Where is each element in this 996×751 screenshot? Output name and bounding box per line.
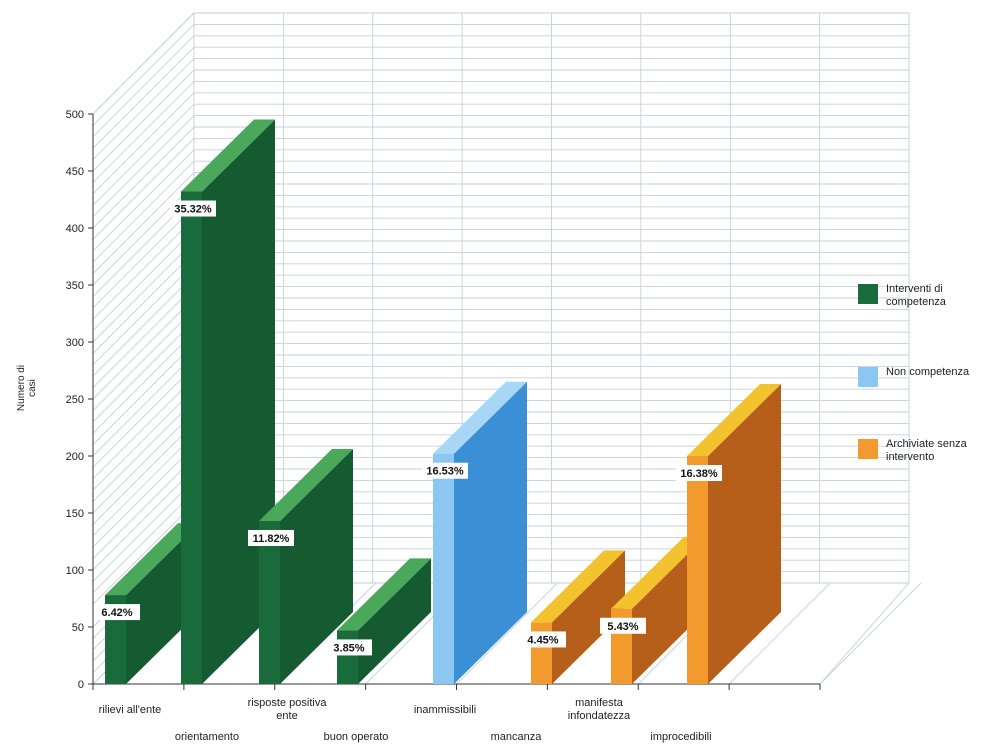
y-tick-label: 400 bbox=[66, 223, 84, 235]
bar-top bbox=[181, 119, 275, 192]
x-tick-label-line: manifesta bbox=[575, 697, 624, 709]
bar-side bbox=[632, 536, 705, 684]
x-tick-label: risposte positiva ente bbox=[248, 697, 328, 722]
data-label-box bbox=[422, 462, 468, 479]
bar-top bbox=[531, 550, 625, 623]
y-axis-title: Numero dicasi bbox=[16, 365, 38, 411]
y-axis-title-line: casi bbox=[27, 379, 38, 397]
chart-axes: 0 50 100 150 200 250 300 350 400 450 500 Numero dic… bbox=[16, 109, 821, 743]
bar-side bbox=[552, 550, 625, 684]
data-label: 6.42% bbox=[101, 607, 132, 619]
bar-side bbox=[126, 523, 199, 684]
legend-swatch-archiviate bbox=[858, 439, 878, 459]
gridline bbox=[92, 46, 909, 149]
legend-swatch-non-competenza bbox=[858, 367, 878, 387]
y-axis-title-line: Numero di bbox=[16, 365, 27, 411]
gridline bbox=[819, 582, 910, 685]
legend-label-archiviate: Archiviate senza intervento bbox=[886, 438, 967, 463]
bar bbox=[181, 191, 202, 684]
x-tick-label: inammissibili bbox=[414, 704, 476, 716]
data-label: 35.32% bbox=[174, 204, 212, 216]
x-tick-label: orientamento bbox=[175, 731, 239, 743]
legend-label-interventi: Interventi di competenza bbox=[886, 283, 946, 308]
data-label-box bbox=[676, 465, 722, 481]
y-tick-label: 200 bbox=[66, 451, 84, 463]
data-label-box bbox=[600, 617, 646, 634]
data-label: 11.82% bbox=[253, 533, 290, 545]
bar bbox=[337, 630, 358, 684]
bar bbox=[259, 520, 280, 684]
x-tick-label-line: infondatezza bbox=[568, 710, 631, 722]
bar bbox=[433, 453, 454, 684]
data-label: 16.53% bbox=[426, 466, 464, 478]
y-tick-label: 100 bbox=[66, 565, 84, 577]
bar-top bbox=[337, 558, 431, 631]
bar-top bbox=[687, 384, 781, 456]
gridline bbox=[92, 35, 909, 138]
y-tick-label: 250 bbox=[66, 394, 84, 406]
y-tick-label: 150 bbox=[66, 508, 84, 520]
data-label: 16.38% bbox=[680, 468, 718, 480]
gridline bbox=[92, 12, 909, 115]
data-label-box bbox=[170, 200, 216, 217]
data-label-box bbox=[248, 529, 294, 546]
data-label: 3.85% bbox=[333, 642, 364, 654]
y-tick-label: 0 bbox=[78, 679, 84, 691]
bar-side bbox=[454, 381, 527, 684]
y-tick-label: 450 bbox=[66, 166, 84, 178]
x-tick-label: buon operato bbox=[324, 731, 389, 743]
gridline bbox=[92, 23, 909, 126]
legend-label-non-competenza: Non competenza bbox=[886, 366, 970, 378]
bar-top bbox=[611, 536, 705, 609]
y-tick-label: 50 bbox=[72, 622, 84, 634]
data-label-box bbox=[326, 639, 372, 656]
legend-item-interventi: Interventi di competenza bbox=[858, 283, 994, 309]
bar-side bbox=[280, 449, 353, 684]
x-tick-label: improcedibili bbox=[650, 731, 711, 743]
data-label-box bbox=[94, 604, 140, 621]
gridline bbox=[92, 58, 909, 160]
data-label-box bbox=[520, 631, 566, 648]
x-tick-label: mancanza bbox=[491, 731, 543, 743]
data-label: 4.45% bbox=[527, 634, 558, 646]
legend-swatch-interventi bbox=[858, 284, 878, 304]
gridline bbox=[456, 582, 558, 685]
chart-bars bbox=[105, 119, 781, 684]
x-tick-label-line: risposte positiva bbox=[248, 697, 328, 709]
bar-top bbox=[105, 523, 199, 596]
x-tick-label-line: ente bbox=[276, 710, 297, 722]
legend-item-non-competenza: Non competenza bbox=[858, 366, 994, 387]
legend-item-archiviate: Archiviate senza intervento bbox=[858, 438, 994, 464]
bar-top bbox=[433, 381, 527, 454]
y-tick-label: 300 bbox=[66, 337, 84, 349]
bar bbox=[687, 456, 708, 684]
gridline bbox=[92, 69, 909, 172]
bar-top bbox=[259, 449, 353, 521]
data-label: 5.43% bbox=[607, 621, 638, 633]
chart-labels: 6.42% 35.32% 11.82% 3.85% 16.53% 4.45% 5.43% 16… bbox=[94, 200, 722, 656]
gridline bbox=[92, 12, 195, 115]
bar-side bbox=[358, 558, 431, 684]
y-tick-label: 350 bbox=[66, 280, 84, 292]
gridline bbox=[819, 582, 922, 685]
y-tick-label: 500 bbox=[66, 109, 84, 121]
bar-side bbox=[708, 384, 781, 684]
x-tick-label: manifesta infondatezza bbox=[568, 697, 631, 722]
x-tick-label: rilievi all'ente bbox=[99, 704, 162, 716]
gridline bbox=[728, 582, 831, 685]
